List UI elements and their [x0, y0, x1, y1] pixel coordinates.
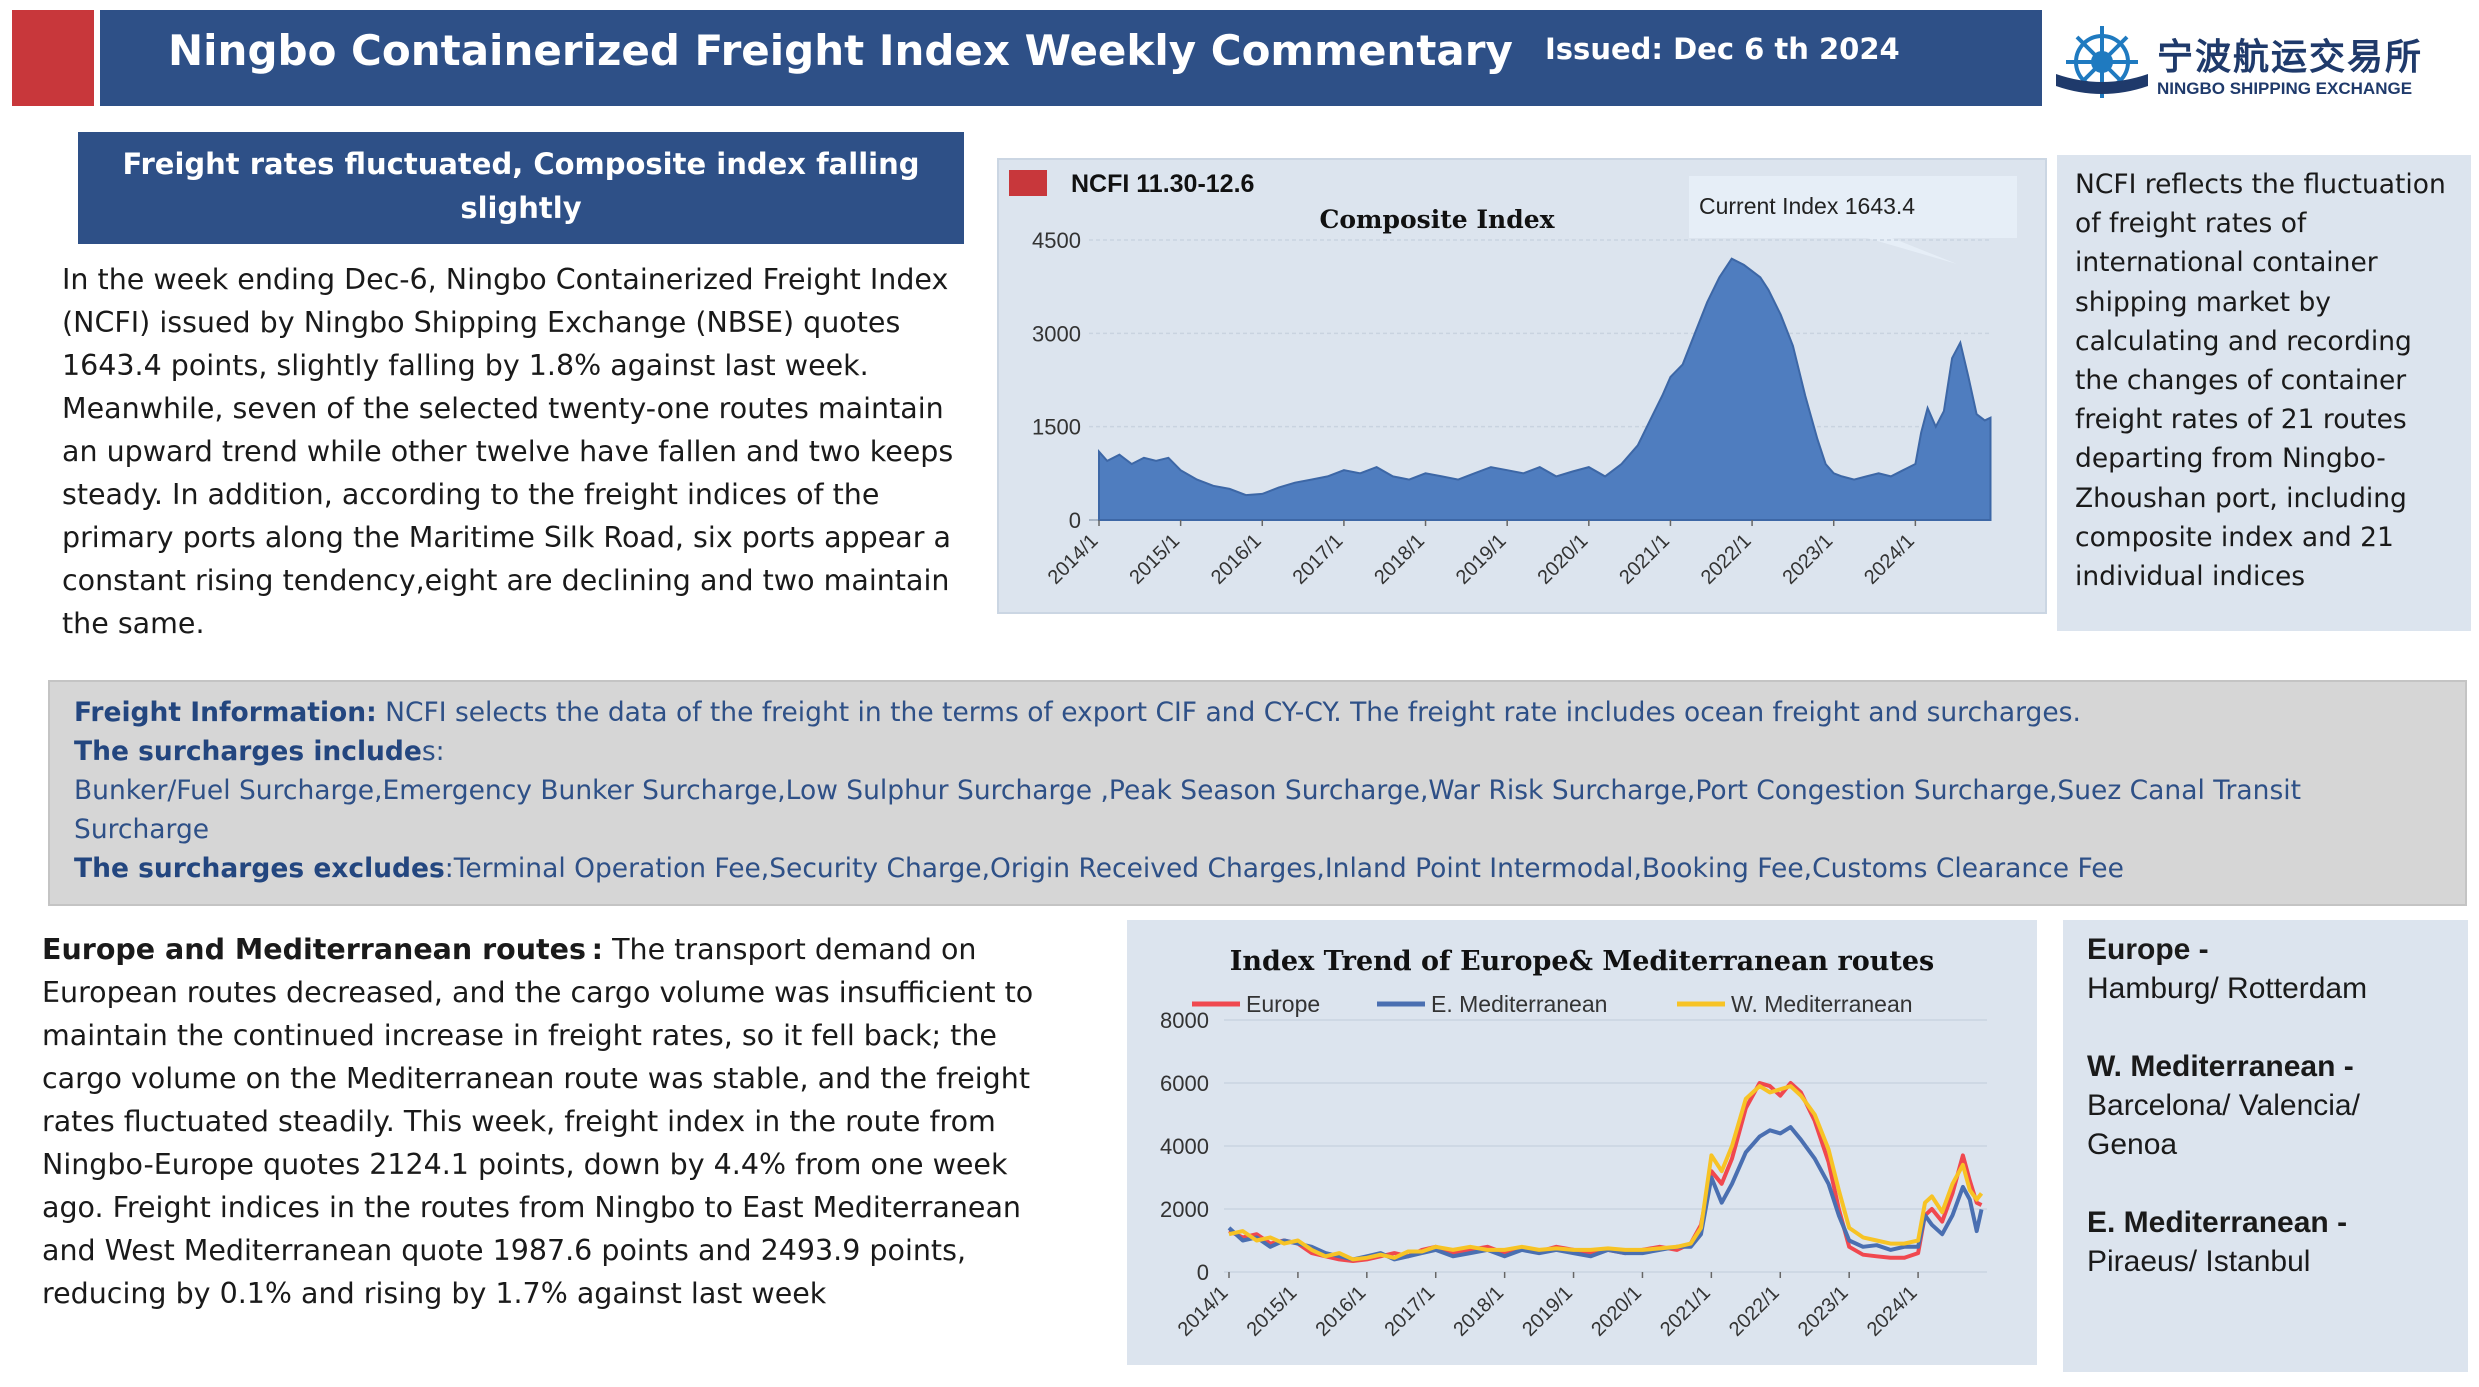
europe-x-tick-label: 2021/1 — [1656, 1282, 1715, 1341]
europe-y-tick-label: 8000 — [1160, 1008, 1209, 1033]
current-index-callout-text: Current Index 1643.4 — [1699, 193, 1915, 219]
europe-y-tick-label: 6000 — [1160, 1071, 1209, 1096]
headline-box: Freight rates fluctuated, Composite inde… — [78, 132, 964, 244]
europe-legend-label: E. Mediterranean — [1431, 991, 1607, 1017]
europe-y-tick-label: 2000 — [1160, 1197, 1209, 1222]
ncfi-x-tick-label: 2014/1 — [1044, 530, 1103, 589]
europe-y-tick-label: 0 — [1197, 1260, 1209, 1285]
issued-date: Issued: Dec 6 th 2024 — [1545, 32, 1900, 66]
header-bar — [100, 10, 2042, 106]
ncfi-x-tick-label: 2015/1 — [1125, 530, 1184, 589]
europe-legend-label: W. Mediterranean — [1731, 991, 1913, 1017]
ncfi-x-tick-label: 2023/1 — [1778, 530, 1837, 589]
ncfi-composite-chart: NCFI 11.30-12.6 Current Index 1643.4 Com… — [1009, 170, 2017, 589]
route-ports: Piraeus/ Istanbul — [2087, 1245, 2311, 1278]
freight-info-text: NCFI selects the data of the freight in … — [376, 697, 2081, 728]
europe-x-tick-label: 2015/1 — [1243, 1282, 1302, 1341]
ncfi-x-tick-label: 2019/1 — [1452, 530, 1511, 589]
surcharges-include-line: The surcharges includes: — [74, 732, 2441, 771]
europe-x-tick-label: 2014/1 — [1174, 1282, 1233, 1341]
current-index-callout — [1689, 176, 2017, 264]
freight-info-box: Freight Information: NCFI selects the da… — [48, 680, 2467, 906]
route-w-mediterranean: W. Mediterranean - Barcelona/ Valencia/ … — [2087, 1047, 2444, 1164]
route-ports: Barcelona/ Valencia/ Genoa — [2087, 1089, 2360, 1161]
europe-x-tick-label: 2016/1 — [1312, 1282, 1371, 1341]
header-accent-block — [12, 10, 94, 106]
ncfi-chart-title: Composite Index — [1319, 205, 1555, 234]
ncfi-x-tick-label: 2018/1 — [1370, 530, 1429, 589]
europe-x-tick-label: 2020/1 — [1587, 1282, 1646, 1341]
europe-chart-title: Index Trend of Europe& Mediterranean rou… — [1230, 946, 1934, 977]
europe-body: The transport demand on European routes … — [42, 933, 1034, 1310]
europe-series-line — [1228, 1084, 1984, 1262]
headline-text: Freight rates fluctuated, Composite inde… — [122, 147, 920, 225]
route-name: E. Mediterranean - — [2087, 1206, 2348, 1239]
surcharges-exclude-line: The surcharges excludes:Terminal Operati… — [74, 849, 2441, 888]
europe-series-lines — [1227, 1081, 1984, 1263]
ncfi-side-note: NCFI reflects the fluctuation of freight… — [2057, 155, 2471, 631]
freight-info-label: Freight Information: — [74, 697, 377, 728]
ncfi-legend-label: NCFI 11.30-12.6 — [1071, 170, 1254, 198]
europe-med-chart: Index Trend of Europe& Mediterranean rou… — [1160, 946, 1987, 1341]
page-title: Ningbo Containerized Freight Index Weekl… — [168, 26, 1513, 75]
europe-heading: Europe and Mediterranean routes : — [42, 933, 604, 966]
routes-legend-box: Europe - Hamburg/ Rotterdam W. Mediterra… — [2063, 920, 2468, 1372]
ncfi-y-tick-label: 3000 — [1032, 321, 1081, 346]
europe-chart-legend: Europe E. Mediterranean W. Mediterranean — [1192, 991, 1913, 1017]
ncfi-x-tick-label: 2016/1 — [1207, 530, 1266, 589]
europe-x-tick-label: 2019/1 — [1518, 1282, 1577, 1341]
europe-x-axis: 2014/1 2015/1 2016/1 2017/1 2018/1 2019/1 2020… — [1174, 1272, 1922, 1341]
europe-paragraph: Europe and Mediterranean routes : The tr… — [42, 928, 1072, 1315]
ncfi-y-tick-label: 0 — [1069, 508, 1081, 533]
europe-chart-panel — [1127, 920, 2037, 1365]
route-e-mediterranean: E. Mediterranean - Piraeus/ Istanbul — [2087, 1203, 2444, 1281]
europe-series-line — [1228, 1081, 1983, 1263]
intro-paragraph: In the week ending Dec-6, Ningbo Contain… — [62, 263, 954, 640]
ncfi-x-tick-label: 2020/1 — [1534, 530, 1593, 589]
europe-y-axis: 0 2000 4000 6000 8000 — [1160, 1008, 1209, 1285]
surcharges-include-suffix: s: — [421, 736, 445, 767]
europe-x-tick-label: 2022/1 — [1725, 1282, 1784, 1341]
europe-x-tick-label: 2018/1 — [1449, 1282, 1508, 1341]
europe-x-tick-label: 2017/1 — [1380, 1282, 1439, 1341]
logo-english-text: NINGBO SHIPPING EXCHANGE — [2157, 79, 2413, 98]
europe-y-tick-label: 4000 — [1160, 1134, 1209, 1159]
surcharges-include-list: Bunker/Fuel Surcharge,Emergency Bunker S… — [74, 775, 2302, 845]
ncfi-area-series — [1098, 257, 1992, 521]
surcharges-exclude-list: :Terminal Operation Fee,Security Charge,… — [444, 853, 2124, 884]
ncfi-y-tick-label: 1500 — [1032, 415, 1081, 440]
ncfi-x-tick-label: 2024/1 — [1860, 530, 1919, 589]
surcharges-exclude-label: The surcharges excludes — [74, 853, 445, 884]
nbse-logo — [2056, 26, 2148, 98]
logo-chinese-text: 宁波航运交易所 — [2157, 37, 2424, 78]
route-europe: Europe - Hamburg/ Rotterdam — [2087, 930, 2444, 1008]
ncfi-x-tick-label: 2022/1 — [1697, 530, 1756, 589]
europe-grid — [1224, 1019, 1987, 1273]
ncfi-y-axis: 0 1500 3000 4500 — [1032, 228, 1081, 533]
europe-legend-label: Europe — [1246, 991, 1320, 1017]
route-ports: Hamburg/ Rotterdam — [2087, 972, 2368, 1005]
route-name: Europe - — [2087, 933, 2209, 966]
route-name: W. Mediterranean - — [2087, 1050, 2354, 1083]
europe-x-tick-label: 2024/1 — [1863, 1282, 1922, 1341]
ncfi-x-tick-label: 2021/1 — [1615, 530, 1674, 589]
ncfi-x-tick-label: 2017/1 — [1289, 530, 1348, 589]
ncfi-legend-swatch — [1009, 170, 1047, 196]
ncfi-x-axis: 2014/1 2015/1 2016/1 2017/1 2018/1 2019/1 2020… — [1044, 520, 1919, 589]
ncfi-y-tick-label: 4500 — [1032, 228, 1081, 253]
freight-info-line: Freight Information: NCFI selects the da… — [74, 693, 2441, 732]
surcharges-include-label: The surcharges include — [74, 736, 422, 767]
europe-x-tick-label: 2023/1 — [1794, 1282, 1853, 1341]
